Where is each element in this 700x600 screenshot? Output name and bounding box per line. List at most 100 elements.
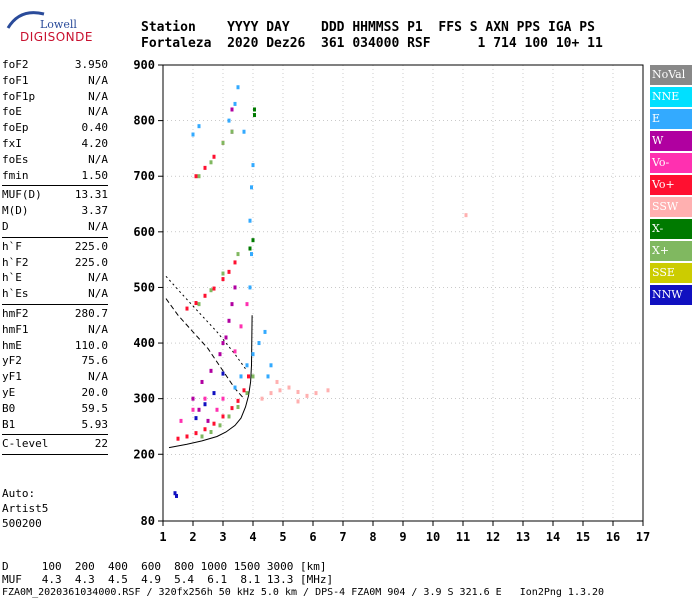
echo-point bbox=[263, 329, 267, 334]
param-row: foEs N/A bbox=[2, 153, 108, 169]
echo-point bbox=[227, 118, 231, 123]
echo-point bbox=[287, 385, 291, 390]
param-value: N/A bbox=[88, 219, 108, 233]
echo-point bbox=[197, 174, 201, 179]
param-row: h`F2 225.0 bbox=[2, 256, 108, 272]
x-tick-label: 16 bbox=[606, 530, 620, 544]
param-row: C-level 22 bbox=[2, 437, 108, 453]
echo-point bbox=[221, 140, 225, 145]
param-name: M(D) bbox=[2, 204, 29, 218]
param-name: hmF1 bbox=[2, 322, 29, 336]
param-row: foF2 3.950 bbox=[2, 58, 108, 74]
echo-point bbox=[233, 101, 237, 106]
profile-curve bbox=[165, 298, 245, 400]
param-separator bbox=[2, 454, 108, 456]
param-name: foF1 bbox=[2, 73, 29, 87]
param-value: 4.20 bbox=[81, 136, 109, 150]
echo-point bbox=[251, 352, 255, 357]
param-name: foEs bbox=[2, 152, 29, 166]
param-name: fxI bbox=[2, 136, 22, 150]
echo-point bbox=[266, 374, 270, 379]
echo-point bbox=[253, 113, 256, 118]
legend-item: Vo+ bbox=[650, 175, 692, 195]
param-name: h`E bbox=[2, 271, 22, 285]
echo-point bbox=[296, 399, 300, 404]
param-row: M(D) 3.37 bbox=[2, 204, 108, 220]
x-tick-label: 10 bbox=[426, 530, 440, 544]
echo-point bbox=[173, 491, 177, 496]
echo-point bbox=[221, 341, 225, 346]
echo-point bbox=[206, 418, 210, 423]
footer-distance-row: D 100 200 400 600 800 1000 1500 3000 [km… bbox=[2, 560, 327, 573]
param-value: N/A bbox=[88, 287, 108, 301]
echo-point bbox=[212, 391, 216, 396]
param-value: 0.40 bbox=[81, 121, 109, 135]
legend-item: Vo- bbox=[650, 153, 692, 173]
echo-point bbox=[245, 363, 249, 368]
echo-point bbox=[242, 388, 246, 393]
echo-point bbox=[248, 285, 252, 290]
echo-point bbox=[209, 368, 213, 373]
param-value: 280.7 bbox=[74, 306, 108, 320]
param-row: h`E N/A bbox=[2, 271, 108, 287]
echo-point bbox=[215, 407, 219, 412]
echo-point bbox=[242, 129, 246, 134]
y-tick-label: 700 bbox=[133, 169, 155, 183]
param-value: 20.0 bbox=[81, 385, 109, 399]
param-row: fmin 1.50 bbox=[2, 169, 108, 185]
x-tick-label: 9 bbox=[399, 530, 406, 544]
parameters-panel: foF2 3.950 foF1 N/A foF1p N/A foE N/A foEp 0.40 fx… bbox=[2, 58, 108, 457]
param-separator bbox=[2, 185, 108, 187]
param-value: 22 bbox=[94, 437, 108, 451]
footer-muf-row: MUF 4.3 4.3 4.5 4.9 5.4 6.1 8.1 13.3 [MH… bbox=[2, 573, 334, 586]
param-name: h`F bbox=[2, 239, 22, 253]
echo-point bbox=[247, 374, 250, 379]
param-row: B1 5.93 bbox=[2, 418, 108, 434]
x-tick-label: 1 bbox=[159, 530, 166, 544]
echo-point bbox=[230, 302, 234, 307]
echo-point bbox=[221, 371, 225, 376]
x-tick-label: 8 bbox=[369, 530, 376, 544]
param-value: 225.0 bbox=[74, 255, 108, 269]
echo-point bbox=[203, 396, 207, 401]
echo-point bbox=[251, 238, 255, 243]
x-tick-label: 7 bbox=[339, 530, 346, 544]
param-value: N/A bbox=[88, 370, 108, 384]
y-tick-label: 800 bbox=[133, 114, 155, 128]
legend-item: NNE bbox=[650, 87, 692, 107]
echo-point bbox=[197, 302, 201, 307]
param-separator bbox=[2, 434, 108, 436]
echo-point bbox=[212, 286, 216, 291]
param-value: 225.0 bbox=[74, 239, 108, 253]
param-name: h`F2 bbox=[2, 255, 29, 269]
echo-point bbox=[209, 288, 213, 293]
y-tick-label: 900 bbox=[133, 58, 155, 72]
param-row: foE N/A bbox=[2, 105, 108, 121]
echo-point bbox=[200, 379, 204, 384]
echo-point bbox=[326, 388, 330, 393]
echo-point bbox=[194, 431, 198, 436]
legend-item: SSE bbox=[650, 263, 692, 283]
y-tick-label: 300 bbox=[133, 392, 155, 406]
param-row: yF1 N/A bbox=[2, 370, 108, 386]
echo-point bbox=[233, 385, 237, 390]
echo-point bbox=[221, 277, 225, 282]
param-value: N/A bbox=[88, 105, 108, 119]
echo-point bbox=[245, 391, 249, 396]
param-name: yE bbox=[2, 385, 16, 399]
x-tick-label: 14 bbox=[546, 530, 560, 544]
x-tick-label: 11 bbox=[456, 530, 470, 544]
x-tick-label: 5 bbox=[279, 530, 286, 544]
x-tick-label: 3 bbox=[219, 530, 226, 544]
echo-point bbox=[194, 174, 198, 179]
echo-point bbox=[191, 396, 195, 401]
param-row: yF2 75.6 bbox=[2, 354, 108, 370]
echo-point bbox=[296, 389, 300, 394]
param-value: 3.950 bbox=[74, 58, 108, 71]
echo-point bbox=[251, 374, 255, 379]
param-name: yF1 bbox=[2, 370, 22, 384]
param-row: fxI 4.20 bbox=[2, 137, 108, 153]
param-row: hmF2 280.7 bbox=[2, 307, 108, 323]
echo-point bbox=[200, 434, 204, 439]
param-name: hmE bbox=[2, 338, 22, 352]
